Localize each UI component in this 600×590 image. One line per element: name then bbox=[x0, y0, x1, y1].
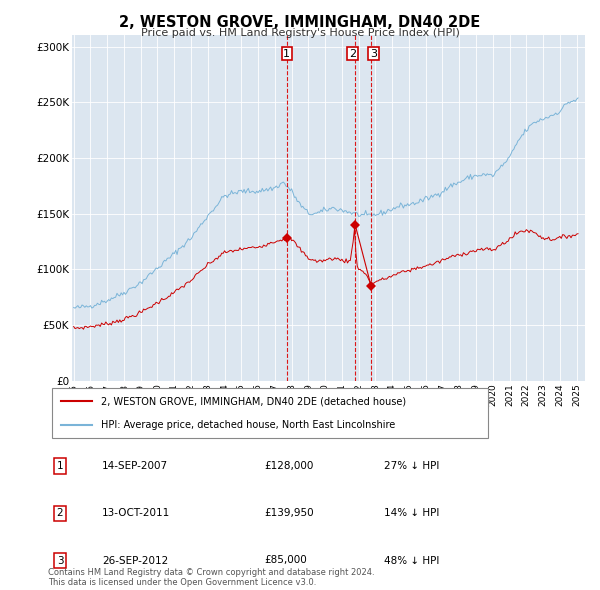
Text: 2, WESTON GROVE, IMMINGHAM, DN40 2DE: 2, WESTON GROVE, IMMINGHAM, DN40 2DE bbox=[119, 15, 481, 30]
Text: 14% ↓ HPI: 14% ↓ HPI bbox=[384, 509, 439, 518]
Text: 3: 3 bbox=[370, 49, 377, 59]
Text: 2: 2 bbox=[349, 49, 356, 59]
Text: Contains HM Land Registry data © Crown copyright and database right 2024.
This d: Contains HM Land Registry data © Crown c… bbox=[48, 568, 374, 587]
Text: 1: 1 bbox=[56, 461, 64, 471]
Text: 14-SEP-2007: 14-SEP-2007 bbox=[102, 461, 168, 471]
Text: 1: 1 bbox=[283, 49, 290, 59]
Text: £128,000: £128,000 bbox=[264, 461, 313, 471]
Text: 2, WESTON GROVE, IMMINGHAM, DN40 2DE (detached house): 2, WESTON GROVE, IMMINGHAM, DN40 2DE (de… bbox=[101, 396, 406, 407]
Text: 13-OCT-2011: 13-OCT-2011 bbox=[102, 509, 170, 518]
FancyBboxPatch shape bbox=[52, 388, 488, 438]
Text: £139,950: £139,950 bbox=[264, 509, 314, 518]
Text: £85,000: £85,000 bbox=[264, 556, 307, 565]
Text: 48% ↓ HPI: 48% ↓ HPI bbox=[384, 556, 439, 565]
Text: 3: 3 bbox=[56, 556, 64, 565]
Text: 27% ↓ HPI: 27% ↓ HPI bbox=[384, 461, 439, 471]
Text: HPI: Average price, detached house, North East Lincolnshire: HPI: Average price, detached house, Nort… bbox=[101, 419, 395, 430]
Text: 2: 2 bbox=[56, 509, 64, 518]
Text: 26-SEP-2012: 26-SEP-2012 bbox=[102, 556, 168, 565]
Text: Price paid vs. HM Land Registry's House Price Index (HPI): Price paid vs. HM Land Registry's House … bbox=[140, 28, 460, 38]
